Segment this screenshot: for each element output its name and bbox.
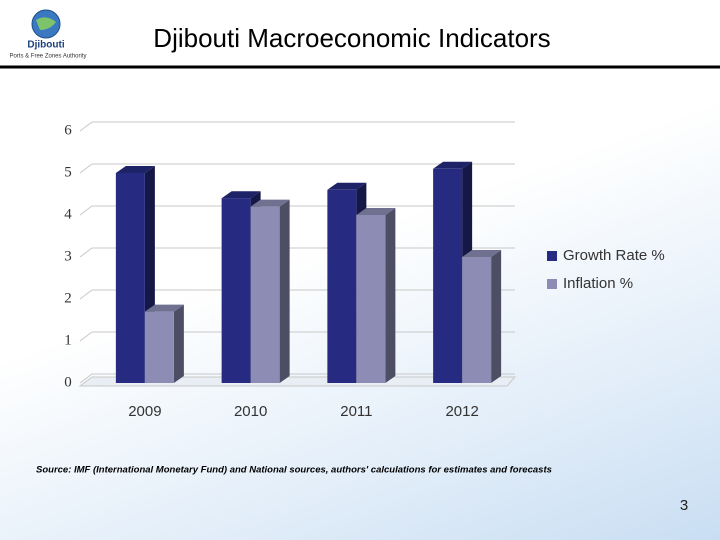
bar-side	[385, 208, 396, 383]
y-tick-label: 5	[64, 164, 72, 180]
bar-top	[115, 166, 155, 173]
x-tick-label: 2010	[234, 403, 267, 420]
logo-land	[36, 17, 56, 30]
y-tick-label: 0	[64, 374, 72, 390]
bar-top	[356, 208, 396, 215]
y-tick-label: 1	[64, 332, 72, 348]
grid-line	[79, 205, 515, 216]
y-tick-label: 2	[64, 290, 72, 306]
page-number: 3	[680, 497, 688, 514]
bar	[144, 311, 174, 383]
legend-swatch	[547, 251, 557, 261]
bar	[250, 206, 280, 383]
x-tick-label: 2012	[445, 403, 478, 420]
x-tick-label: 2011	[340, 403, 372, 420]
bar	[433, 168, 463, 383]
bar-top	[327, 182, 367, 190]
grid-line	[79, 163, 515, 174]
bar-side	[279, 199, 290, 383]
y-tick-label: 3	[64, 248, 72, 264]
logo-name: Djibouti	[27, 40, 64, 51]
floor	[78, 376, 517, 387]
bar-side	[173, 304, 184, 383]
legend-label: Growth Rate %	[563, 247, 665, 264]
grid-line	[79, 121, 515, 132]
bar	[221, 198, 251, 383]
legend-swatch	[547, 279, 557, 289]
x-tick-label: 2009	[128, 403, 161, 420]
y-tick-label: 6	[64, 122, 72, 138]
bar-side	[491, 250, 502, 383]
bar-top	[221, 191, 261, 199]
chart-title: Djibouti Macroeconomic Indicators	[153, 23, 550, 53]
legend-label: Inflation %	[563, 275, 633, 292]
bar-top	[144, 304, 184, 312]
logo-subtitle: Ports & Free Zones Authority	[9, 54, 86, 60]
bar-top	[250, 199, 290, 207]
bar-top	[462, 250, 502, 257]
bar	[462, 257, 492, 383]
source-note: Source: IMF (International Monetary Fund…	[36, 465, 552, 476]
bar	[327, 189, 357, 383]
bar	[115, 173, 145, 383]
bar-top	[433, 161, 473, 169]
bar	[356, 215, 386, 383]
y-tick-label: 4	[64, 206, 72, 222]
